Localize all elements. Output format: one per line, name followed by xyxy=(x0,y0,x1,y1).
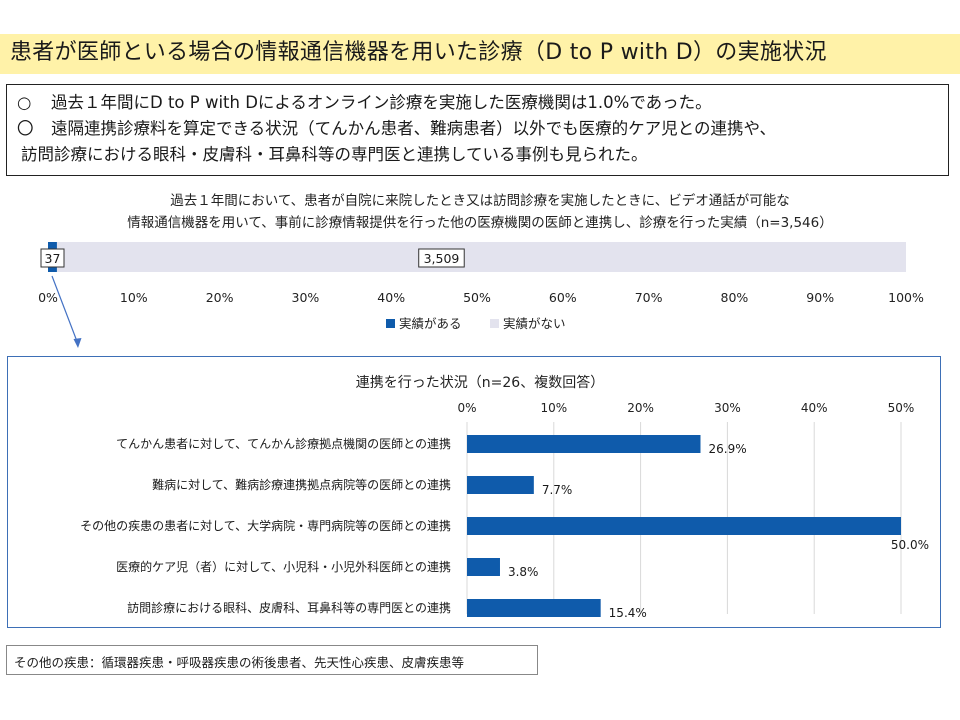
summary-text-2: 遠隔連携診療料を算定できる状況（てんかん患者、難病患者）以外でも医療的ケア児との… xyxy=(51,119,777,138)
x-tick-label: 40% xyxy=(801,401,828,415)
detail-panel xyxy=(7,356,941,628)
x-tick-label: 60% xyxy=(549,290,577,305)
summary-box: ○ 過去１年間にD to P with Dによるオンライン診療を実施した医療機関は… xyxy=(6,84,949,176)
category-label-5: 訪問診療における眼科、皮膚科、耳鼻科等の専門医との連携 xyxy=(127,600,451,615)
connector-arrow-head xyxy=(73,338,82,348)
x-tick-label: 20% xyxy=(206,290,234,305)
legend-swatch-1 xyxy=(386,319,395,328)
x-tick-label: 70% xyxy=(635,290,663,305)
x-tick-label: 30% xyxy=(714,401,741,415)
x-tick-label: 50% xyxy=(888,401,915,415)
category-label-1: てんかん患者に対して、てんかん診療拠点機関の医師との連携 xyxy=(116,436,451,451)
bullet-icon: ○ xyxy=(17,93,32,112)
x-tick-label: 10% xyxy=(120,290,148,305)
summary-text-3: 訪問診療における眼科・皮膚科・耳鼻科等の専門医と連携している事例も見られた。 xyxy=(21,145,648,164)
bar-4 xyxy=(467,558,500,576)
footnote-box: その他の疾患：循環器疾患・呼吸器疾患の術後患者、先天性心疾患、皮膚疾患等 xyxy=(6,645,538,675)
category-label-4: 医療的ケア児（者）に対して、小児科・小児外科医師との連携 xyxy=(116,559,451,574)
data-label-box-1 xyxy=(40,248,65,268)
value-label-3: 50.0% xyxy=(891,538,929,552)
data-label-2: 3,509 xyxy=(424,251,460,266)
data-label-1: 37 xyxy=(45,251,61,266)
summary-text-1: 過去１年間にD to P with Dによるオンライン診療を実施した医療機関は1… xyxy=(51,93,712,112)
legend-swatch-2 xyxy=(490,319,499,328)
summary-line-1: ○ 過去１年間にD to P with Dによるオンライン診療を実施した医療機関は… xyxy=(17,92,712,114)
x-tick-label: 100% xyxy=(888,290,924,305)
x-tick-label: 0% xyxy=(38,290,58,305)
x-tick-label: 90% xyxy=(806,290,834,305)
summary-line-2: 〇遠隔連携診療料を算定できる状況（てんかん患者、難病患者）以外でも医療的ケア児と… xyxy=(17,118,776,140)
bar-3 xyxy=(467,517,901,535)
bar-5 xyxy=(467,599,601,617)
x-tick-label: 50% xyxy=(463,290,491,305)
bullet-icon: 〇 xyxy=(17,119,34,138)
value-label-4: 3.8% xyxy=(508,565,539,579)
x-tick-label: 10% xyxy=(540,401,567,415)
bar-segment-2 xyxy=(56,242,906,272)
chart2-bar-chart: 0% 10% 20% 30% 40% 50% てんかん患者に対して、てんかん診療拠点機関の医… xyxy=(80,401,929,620)
bar-2 xyxy=(467,476,534,494)
x-tick-label: 80% xyxy=(721,290,749,305)
data-label-box-2 xyxy=(418,248,465,268)
chart1-title-line2: 情報通信機器を用いて、事前に診療情報提供を行った他の医療機関の医師と連携し、診療… xyxy=(127,215,833,231)
footnote-text: その他の疾患：循環器疾患・呼吸器疾患の術後患者、先天性心疾患、皮膚疾患等 xyxy=(14,655,465,670)
page-title-bar: 患者が医師といる場合の情報通信機器を用いた診療（D to P with D）の実… xyxy=(0,34,960,74)
connector-arrow-line xyxy=(51,275,79,345)
x-tick-label: 40% xyxy=(377,290,405,305)
bar-1 xyxy=(467,435,701,453)
x-tick-label: 20% xyxy=(627,401,654,415)
category-label-3: その他の疾患の患者に対して、大学病院・専門病院等の医師との連携 xyxy=(80,518,451,533)
summary-line-3: 訪問診療における眼科・皮膚科・耳鼻科等の専門医と連携している事例も見られた。 xyxy=(21,144,648,166)
page-title: 患者が医師といる場合の情報通信機器を用いた診療（D to P with D）の実… xyxy=(10,40,827,65)
value-label-5: 15.4% xyxy=(609,606,647,620)
x-tick-label: 30% xyxy=(292,290,320,305)
x-tick-label: 0% xyxy=(457,401,476,415)
value-label-1: 26.9% xyxy=(708,442,746,456)
chart1-title-line1: 過去１年間において、患者が自院に来院したとき又は訪問診療を実施したときに、ビデオ… xyxy=(170,193,790,209)
category-label-2: 難病に対して、難病診療連携拠点病院等の医師との連携 xyxy=(152,477,451,492)
chart2-title: 連携を行った状況（n=26、複数回答） xyxy=(355,375,605,391)
legend-label-2: 実績がない xyxy=(503,316,566,331)
chart1-stacked-bar: 37 3,509 0% 10% 20% 30% 40% 50% 60% 70% 80% 90% 100%… xyxy=(38,242,924,348)
legend-label-1: 実績がある xyxy=(399,316,462,331)
value-label-2: 7.7% xyxy=(542,483,573,497)
